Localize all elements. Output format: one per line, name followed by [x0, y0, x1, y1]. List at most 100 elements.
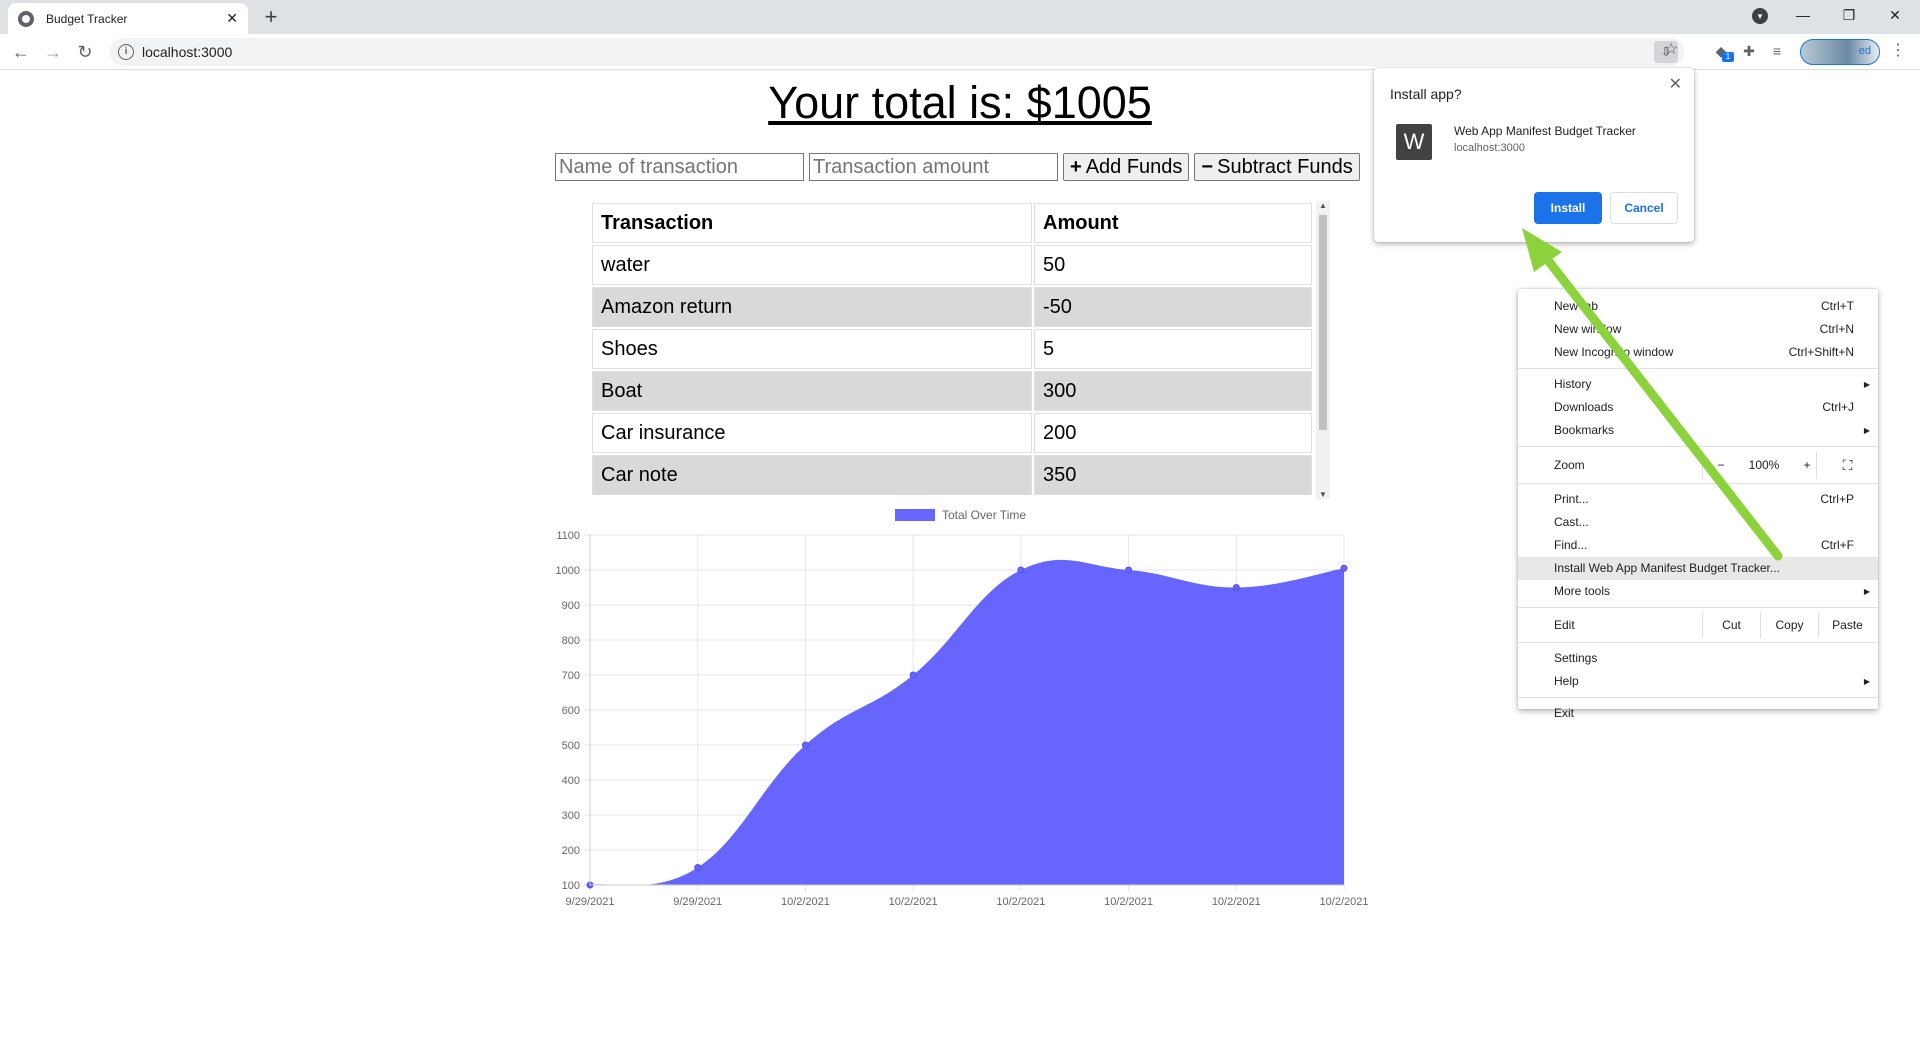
tab-close-icon[interactable]: ✕	[226, 10, 238, 26]
data-point	[694, 864, 702, 871]
menu-install-app[interactable]: Install Web App Manifest Budget Tracker.…	[1518, 557, 1878, 580]
data-point	[909, 671, 917, 679]
reload-icon[interactable]: ↻	[77, 42, 93, 62]
y-tick-label: 800	[562, 635, 580, 647]
submenu-arrow-icon: ▶	[1863, 426, 1870, 435]
install-app-dialog: Install app? ✕ W Web App Manifest Budget…	[1374, 68, 1694, 242]
edit-controls: Cut Copy Paste	[1702, 612, 1876, 638]
zoom-in-button[interactable]: +	[1803, 458, 1811, 472]
menu-downloads[interactable]: Downloads Ctrl+J	[1554, 400, 1854, 414]
menu-more-tools[interactable]: More tools ▶	[1518, 580, 1878, 603]
transaction-name-input[interactable]	[555, 153, 804, 181]
menu-cut[interactable]: Cut	[1702, 612, 1760, 638]
menu-kebab-icon[interactable]: ⋮	[1890, 42, 1906, 59]
total-heading: Your total is: $1005	[768, 77, 1152, 128]
menu-new-tab[interactable]: New tab Ctrl+T	[1554, 299, 1854, 313]
menu-divider	[1518, 642, 1878, 643]
y-tick-label: 600	[562, 705, 580, 717]
new-tab-button[interactable]: +	[264, 4, 278, 29]
browser-tab[interactable]: Budget Tracker ✕	[8, 3, 248, 34]
menu-print[interactable]: Print... Ctrl+P	[1554, 492, 1854, 506]
data-point	[1125, 566, 1133, 574]
media-icon[interactable]: ≡	[1772, 43, 1782, 59]
zoom-out-button[interactable]: −	[1717, 458, 1725, 472]
x-tick-label: 10/2/2021	[1212, 896, 1261, 908]
transaction-amount: 5	[1034, 329, 1312, 369]
menu-paste[interactable]: Paste	[1818, 612, 1876, 638]
profile-button[interactable]: ed	[1800, 39, 1880, 65]
bookmark-star-icon[interactable]: ☆	[1664, 41, 1679, 58]
legend-swatch	[895, 509, 935, 521]
x-tick-label: 10/2/2021	[996, 896, 1045, 908]
scrollbar-thumb[interactable]	[1319, 215, 1327, 430]
data-point	[1017, 566, 1025, 574]
data-point	[801, 741, 809, 749]
transaction-amount: 50	[1034, 245, 1312, 285]
globe-icon	[18, 10, 34, 27]
transaction-amount: -50	[1034, 287, 1312, 327]
dialog-title: Install app?	[1390, 86, 1462, 102]
tab-search-icon[interactable]: ▾	[1752, 8, 1768, 24]
table-row: Shoes 5	[592, 329, 1312, 369]
add-funds-button[interactable]: + Add Funds	[1063, 153, 1190, 181]
menu-new-window[interactable]: New window Ctrl+N	[1554, 322, 1854, 336]
transaction-amount: 350	[1034, 455, 1312, 495]
total-over-time-chart: 1100 1000 900 800 700 600 500 400 300 200 100 9/29/…	[556, 508, 1369, 908]
zoom-controls: − 100% +	[1702, 451, 1825, 479]
transaction-name: Car note	[592, 455, 1032, 495]
y-tick-label: 100	[562, 880, 580, 892]
y-tick-label: 200	[562, 845, 580, 857]
table-header-row: Transaction Amount	[592, 203, 1312, 243]
menu-history[interactable]: History ▶	[1518, 373, 1878, 396]
menu-incognito[interactable]: New Incognito window Ctrl+Shift+N	[1554, 345, 1854, 359]
menu-bookmarks[interactable]: Bookmarks ▶	[1518, 419, 1878, 442]
x-tick-label: 10/2/2021	[1320, 896, 1369, 908]
transaction-name: Boat	[592, 371, 1032, 411]
menu-help[interactable]: Help ▶	[1518, 670, 1878, 693]
x-tick-label: 10/2/2021	[781, 896, 830, 908]
header-transaction: Transaction	[592, 203, 1032, 243]
cancel-button[interactable]: Cancel	[1610, 192, 1678, 224]
restore-icon[interactable]: ❐	[1842, 7, 1856, 23]
app-name: Web App Manifest Budget Tracker	[1454, 124, 1636, 138]
menu-find[interactable]: Find... Ctrl+F	[1554, 538, 1854, 552]
subtract-funds-button[interactable]: − Subtract Funds	[1194, 153, 1360, 181]
menu-exit[interactable]: Exit	[1554, 706, 1575, 720]
header-amount: Amount	[1034, 203, 1312, 243]
forward-icon[interactable]: →	[44, 42, 62, 62]
menu-cast[interactable]: Cast...	[1554, 515, 1589, 529]
back-icon[interactable]: ←	[12, 42, 30, 62]
transaction-amount-input[interactable]	[809, 153, 1058, 181]
minimize-icon[interactable]: —	[1796, 7, 1810, 23]
puzzle-icon[interactable]: ✚	[1743, 43, 1755, 59]
menu-settings[interactable]: Settings	[1554, 651, 1598, 665]
menu-divider	[1518, 446, 1878, 447]
url-text[interactable]: localhost:3000	[142, 44, 233, 60]
table-scrollbar[interactable]: ▲ ▼	[1316, 201, 1330, 499]
scroll-up-icon[interactable]: ▲	[1319, 201, 1327, 210]
table-row: Car note 350	[592, 455, 1312, 495]
app-icon: W	[1396, 124, 1432, 160]
install-app-icon[interactable]: ⇩	[1654, 41, 1678, 63]
tab-title: Budget Tracker	[46, 11, 128, 26]
menu-divider	[1518, 697, 1878, 698]
submenu-arrow-icon: ▶	[1863, 587, 1870, 596]
extension-icon[interactable]: ◆	[1715, 43, 1727, 59]
install-button[interactable]: Install	[1534, 192, 1602, 224]
transactions-table: Transaction Amount water 50 Amazon return…	[590, 201, 1314, 497]
scroll-down-icon[interactable]: ▼	[1319, 490, 1327, 499]
dialog-close-icon[interactable]: ✕	[1668, 76, 1682, 93]
zoom-value: 100%	[1748, 458, 1780, 472]
plus-icon: +	[1070, 155, 1082, 178]
area-series	[590, 559, 1344, 886]
window-close-icon[interactable]: ✕	[1889, 7, 1901, 23]
table-row: Amazon return -50	[592, 287, 1312, 327]
site-info-icon[interactable]: i	[118, 44, 134, 60]
transaction-amount: 300	[1034, 371, 1312, 411]
transaction-name: Car insurance	[592, 413, 1032, 453]
y-tick-label: 400	[562, 775, 580, 787]
fullscreen-icon[interactable]: ⛶	[1816, 451, 1878, 479]
page-content: Your total is: $1005 +Add Funds −Subtrac…	[0, 71, 1920, 1040]
menu-copy[interactable]: Copy	[1760, 612, 1818, 638]
address-bar[interactable]: i localhost:3000 ⇩	[110, 38, 1684, 66]
